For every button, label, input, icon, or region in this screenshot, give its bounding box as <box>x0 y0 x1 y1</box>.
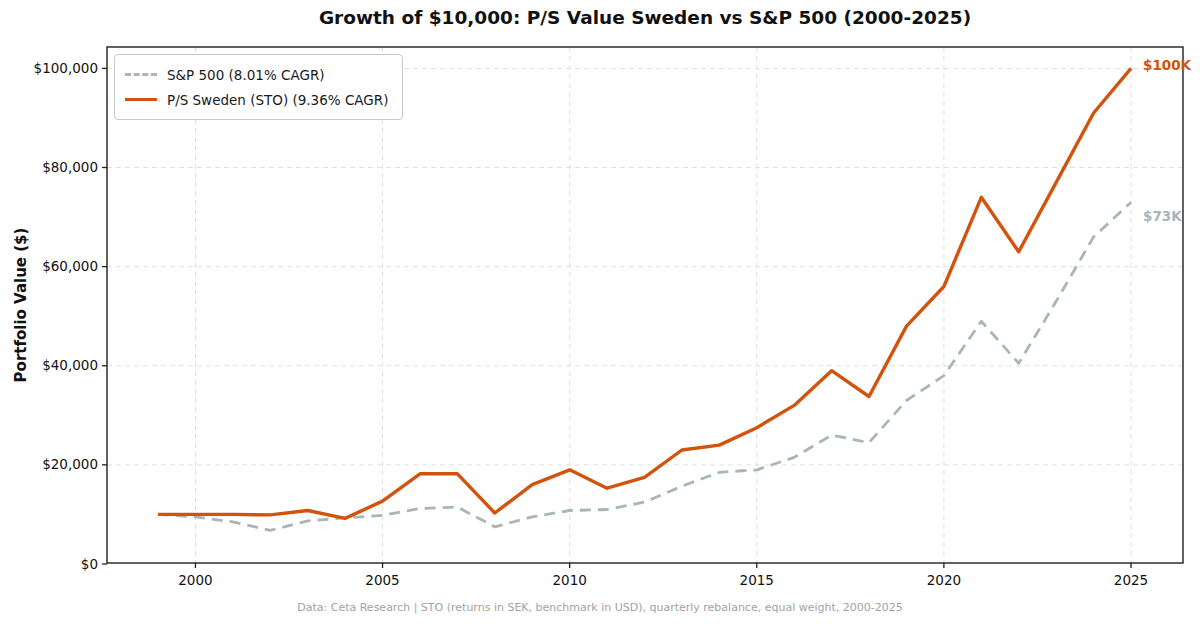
y-tick-label: $0 <box>81 556 98 572</box>
x-tick-label: 2010 <box>552 572 586 588</box>
x-tick-label: 2020 <box>927 572 961 588</box>
legend-item-sweden: P/S Sweden (STO) (9.36% CAGR) <box>125 87 388 112</box>
x-tick-label: 2005 <box>365 572 399 588</box>
x-tick-label: 2015 <box>740 572 774 588</box>
legend-label-sp500: S&P 500 (8.01% CAGR) <box>167 67 325 83</box>
legend: S&P 500 (8.01% CAGR) P/S Sweden (STO) (9… <box>114 54 403 120</box>
legend-line-sample-sp500 <box>125 73 157 76</box>
legend-label-sweden: P/S Sweden (STO) (9.36% CAGR) <box>167 92 388 108</box>
legend-item-sp500: S&P 500 (8.01% CAGR) <box>125 62 388 87</box>
y-tick-label: $100,000 <box>34 60 98 76</box>
end-value-label-sweden: $100K <box>1143 57 1191 73</box>
plot-border <box>107 47 1183 563</box>
data-source-caption: Data: Ceta Research | STO (returns in SE… <box>0 601 1200 614</box>
y-tick-label: $60,000 <box>42 258 98 274</box>
y-tick-label: $40,000 <box>42 357 98 373</box>
x-tick-label: 2000 <box>178 572 212 588</box>
chart-figure: Growth of $10,000: P/S Value Sweden vs S… <box>0 0 1200 628</box>
end-value-label-sp500: $73K <box>1143 208 1182 224</box>
y-tick-label: $80,000 <box>42 159 98 175</box>
series-line-sp500 <box>158 202 1131 530</box>
x-tick-label: 2025 <box>1114 572 1148 588</box>
y-tick-label: $20,000 <box>42 456 98 472</box>
legend-line-sample-sweden <box>125 98 157 101</box>
series-line-sweden <box>158 68 1131 518</box>
